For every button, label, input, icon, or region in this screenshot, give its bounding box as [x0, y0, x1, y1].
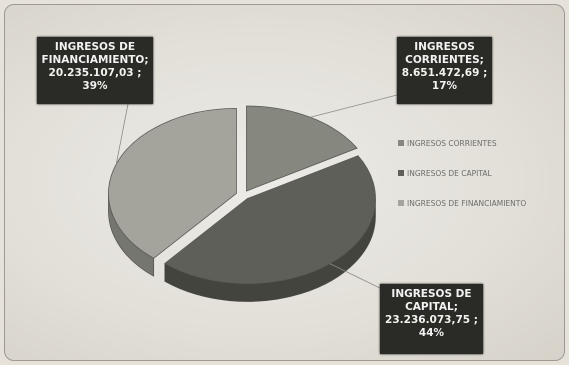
- legend-item-corrientes: INGRESOS CORRIENTES: [398, 138, 526, 148]
- legend-swatch: [398, 200, 404, 206]
- leader-lines: [115, 94, 398, 293]
- label-ingresos-corrientes: INGRESOS CORRIENTES; 8.651.472,69 ; 17%: [397, 37, 492, 104]
- legend-swatch: [398, 140, 404, 146]
- legend-item-capital: INGRESOS DE CAPITAL: [398, 168, 526, 178]
- legend-label: INGRESOS CORRIENTES: [407, 138, 497, 148]
- slice-ingresos-de-financiamiento: [108, 108, 237, 259]
- legend-swatch: [398, 170, 404, 176]
- slice-ingresos-de-capital-leader-line: [329, 263, 389, 293]
- legend-label: INGRESOS DE CAPITAL: [407, 168, 492, 178]
- label-ingresos-de-capital: INGRESOS DE CAPITAL; 23.236.073,75 ; 44%: [380, 284, 483, 354]
- slice-ingresos-de-capital: [164, 155, 376, 284]
- legend-item-financiamiento: INGRESOS DE FINANCIAMIENTO: [398, 198, 526, 208]
- pie-top: [108, 105, 376, 284]
- slice-ingresos-corrientes-leader-line: [310, 94, 398, 118]
- label-ingresos-de-financiamiento: INGRESOS DE FINANCIAMIENTO; 20.235.107,0…: [37, 37, 153, 104]
- legend-label: INGRESOS DE FINANCIAMIENTO: [407, 198, 527, 208]
- legend: INGRESOS CORRIENTES INGRESOS DE CAPITAL …: [398, 138, 526, 228]
- slice-ingresos-de-financiamiento-leader-line: [115, 103, 129, 165]
- slice-ingresos-corrientes: [246, 105, 358, 192]
